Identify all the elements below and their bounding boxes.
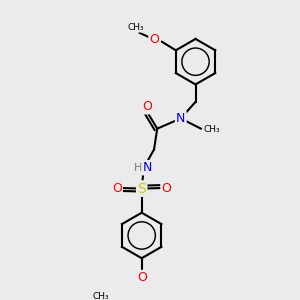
Text: N: N xyxy=(176,112,185,125)
Text: N: N xyxy=(142,161,152,174)
Text: O: O xyxy=(142,100,152,113)
Text: H: H xyxy=(134,163,142,173)
Text: CH₃: CH₃ xyxy=(127,22,144,32)
Text: CH₃: CH₃ xyxy=(93,292,110,300)
Text: O: O xyxy=(149,33,159,46)
Text: CH₃: CH₃ xyxy=(204,125,220,134)
Text: O: O xyxy=(112,182,122,195)
Text: O: O xyxy=(162,182,172,195)
Text: S: S xyxy=(137,182,146,196)
Text: O: O xyxy=(137,271,147,284)
